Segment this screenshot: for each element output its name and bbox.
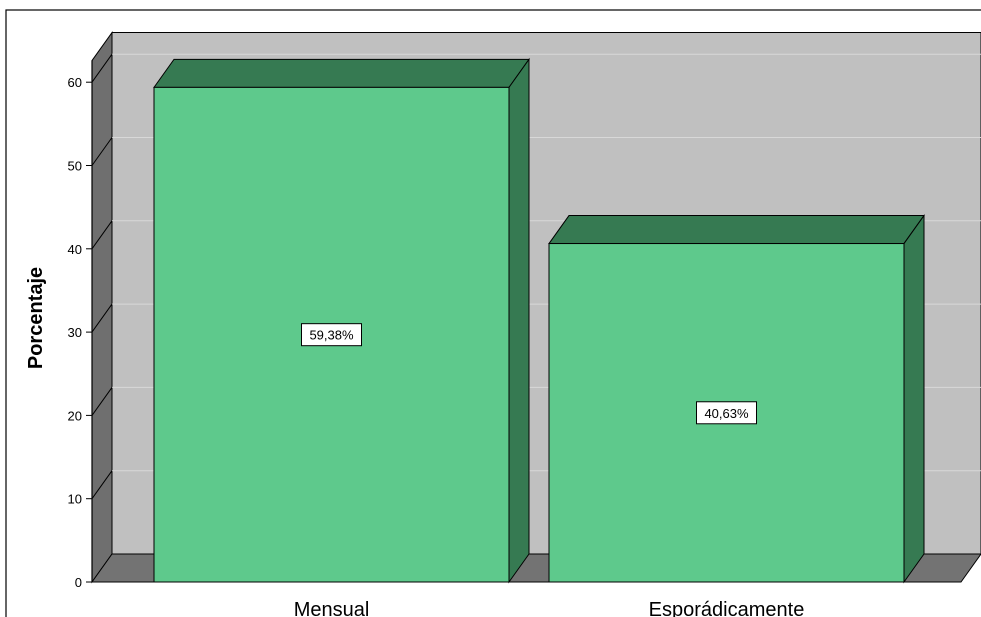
data-label-box xyxy=(301,323,362,347)
side-gridline xyxy=(91,387,113,416)
y-axis: 0 10 20 30 40 50 60 xyxy=(68,60,93,590)
bar-top xyxy=(548,215,925,245)
y-tick-label: 60 xyxy=(68,75,82,90)
side-wall xyxy=(91,30,113,584)
bar-side xyxy=(508,57,530,584)
side-gridline xyxy=(91,137,113,166)
y-axis-label: Porcentaje xyxy=(25,267,47,369)
y-tick-label: 50 xyxy=(68,159,82,174)
bar-top xyxy=(153,58,530,88)
x-tick-label: Esporádicamente xyxy=(649,599,805,617)
side-gridline xyxy=(91,470,113,499)
side-gridline xyxy=(91,303,113,333)
bar-side xyxy=(903,213,925,584)
bars: 59,38% 40,63% xyxy=(153,57,925,584)
y-tick-label: 40 xyxy=(68,242,82,257)
side-gridline xyxy=(91,220,113,250)
x-axis: Mensual Esporádicamente xyxy=(294,599,805,617)
chart-border xyxy=(5,9,981,617)
y-tick-label: 0 xyxy=(75,575,82,590)
data-label: 40,63% xyxy=(704,406,749,421)
side-gridline xyxy=(91,53,113,83)
y-tick-label: 10 xyxy=(68,492,82,507)
bar-1: 59,38% xyxy=(153,57,530,584)
data-label-box xyxy=(696,401,757,425)
y-tick-label: 20 xyxy=(68,408,82,423)
y-tick-label: 30 xyxy=(68,325,82,340)
x-tick-label: Mensual xyxy=(294,599,370,617)
bar-2: 40,63% xyxy=(548,213,925,584)
data-label: 59,38% xyxy=(309,328,354,343)
